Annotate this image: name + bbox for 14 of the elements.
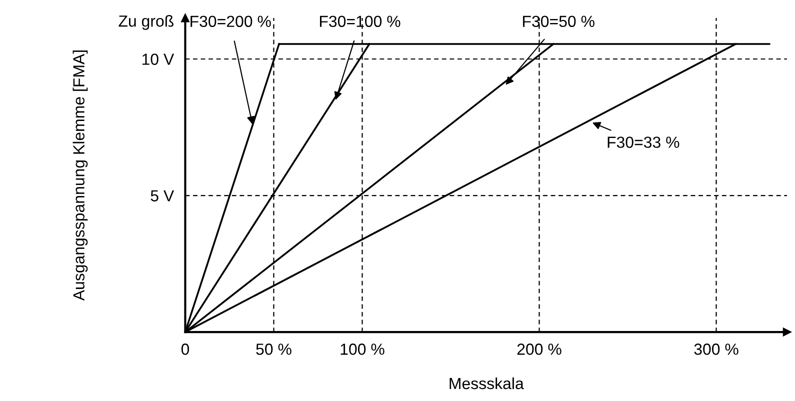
x-axis-title: Messskala (450, 377, 524, 390)
x-tick-label: 300 % (694, 344, 738, 355)
y-tick-label: 5 V (150, 190, 174, 202)
x-tick-label: 0 (181, 344, 190, 355)
annotation: F30=100 % (320, 16, 400, 28)
annotation: F30=33 % (608, 136, 680, 148)
annotation: F30=50 % (523, 16, 594, 28)
y-tick-label: 10 V (142, 54, 174, 65)
x-tick-label: 100 % (340, 344, 384, 355)
x-tick-label: 200 % (517, 344, 562, 355)
y-axis-title: Ausgangsspannung Klemme [FMA] (72, 50, 88, 301)
y-tick-label: Zu groß (118, 14, 174, 30)
x-tick-label: 50 % (256, 344, 292, 355)
annotation: F30=200 % (190, 16, 271, 28)
